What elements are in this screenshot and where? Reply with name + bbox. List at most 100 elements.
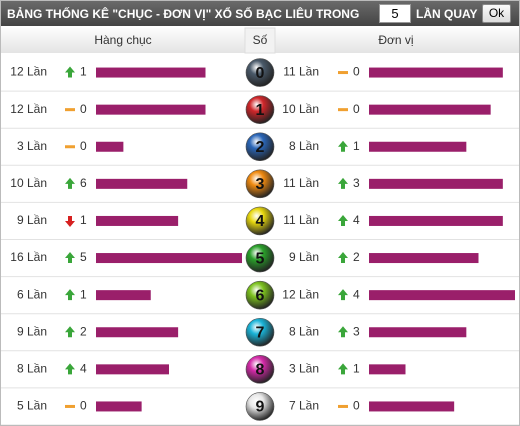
delta: 1: [80, 213, 87, 227]
count-bar: [96, 401, 142, 412]
count-bar: [369, 67, 503, 78]
delta: 0: [80, 139, 87, 153]
delta: 4: [353, 287, 360, 301]
digit-ball: [245, 243, 275, 273]
count-bar: [369, 290, 515, 301]
count-bar: [369, 327, 467, 338]
trend-flat: [338, 71, 348, 75]
digit: 3: [256, 176, 265, 193]
trend-up: [65, 177, 75, 189]
count-bar: [369, 215, 503, 226]
delta: 0: [353, 102, 360, 116]
digit-ball: [245, 169, 275, 199]
count-label: 9 Lần: [289, 250, 319, 264]
digit: 4: [256, 213, 265, 230]
tens-header: Hàng chục: [94, 33, 151, 47]
trend-up: [338, 289, 348, 301]
count-label: 11 Lần: [283, 176, 319, 190]
delta: 2: [353, 250, 360, 264]
trend-down: [65, 215, 75, 227]
count-label: 8 Lần: [289, 139, 319, 153]
digit: 8: [256, 362, 265, 379]
count-bar: [96, 67, 206, 78]
delta: 0: [80, 102, 87, 116]
count-bar: [369, 401, 455, 412]
trend-flat: [65, 108, 75, 112]
count-bar: [369, 253, 479, 264]
trend-flat: [65, 404, 75, 408]
delta: 1: [80, 65, 87, 79]
count-label: 12 Lần: [282, 287, 319, 301]
count-bar: [369, 178, 503, 189]
trend-up: [338, 140, 348, 152]
count-bar: [96, 253, 242, 264]
count-label: 3 Lần: [289, 362, 319, 376]
count-bar: [369, 141, 467, 152]
count-label: 11 Lần: [283, 213, 319, 227]
title-suffix: LẦN QUAY: [416, 7, 478, 21]
count-label: 6 Lần: [17, 287, 47, 301]
trend-up: [338, 326, 348, 338]
digit-header-cell: [244, 27, 276, 54]
title: BẢNG THỐNG KÊ "CHỤC - ĐƠN VỊ" XỔ SỐ BẠC …: [7, 7, 360, 21]
digit-ball: [245, 355, 275, 384]
digit-ball: [245, 280, 275, 310]
count-label: 10 Lần: [10, 176, 47, 190]
count-bar: [96, 290, 151, 301]
trend-flat: [65, 145, 75, 149]
trend-up: [338, 363, 348, 375]
digit: 9: [256, 399, 265, 416]
header: BẢNG THỐNG KÊ "CHỤC - ĐƠN VỊ" XỔ SỐ BẠC …: [1, 1, 519, 26]
trend-up: [65, 326, 75, 338]
ok-button[interactable]: Ok: [482, 4, 511, 23]
count-bar: [96, 215, 179, 226]
delta: 0: [80, 399, 87, 413]
trend-up: [338, 177, 348, 189]
delta: 0: [353, 399, 360, 413]
count-label: 8 Lần: [17, 362, 47, 376]
digit: 0: [256, 65, 265, 82]
delta: 1: [353, 362, 360, 376]
digit: 2: [256, 139, 265, 156]
count-label: 5 Lần: [17, 399, 47, 413]
digit-header: Số: [253, 33, 268, 47]
trend-up: [338, 252, 348, 264]
draw-count-input[interactable]: 5: [379, 4, 411, 23]
trend-up: [65, 66, 75, 78]
delta: 0: [353, 65, 360, 79]
delta: 3: [353, 324, 360, 338]
digit: 6: [256, 287, 265, 304]
trend-up: [338, 214, 348, 226]
delta: 6: [80, 176, 87, 190]
count-label: 3 Lần: [17, 139, 47, 153]
delta: 2: [80, 324, 87, 338]
count-bar: [96, 327, 179, 338]
digit: 5: [256, 250, 265, 267]
table: Hàng chục Số Đơn vị 12 Lần 1 0 11 Lần 0 12 Lầ…: [1, 27, 519, 425]
delta: 1: [353, 139, 360, 153]
digit-ball: [245, 317, 275, 347]
count-bar: [96, 364, 169, 375]
trend-up: [65, 289, 75, 301]
count-label: 11 Lần: [283, 65, 319, 79]
delta: 3: [353, 176, 360, 190]
count-label: 12 Lần: [10, 102, 47, 116]
delta: 1: [80, 287, 87, 301]
trend-up: [65, 252, 75, 264]
trend-flat: [338, 404, 348, 408]
digit: 7: [256, 324, 265, 341]
trend-up: [65, 363, 75, 375]
count-label: 16 Lần: [10, 250, 47, 264]
delta: 4: [80, 362, 87, 376]
count-bar: [369, 104, 491, 115]
count-bar: [96, 178, 188, 189]
count-label: 7 Lần: [289, 399, 319, 413]
count-label: 12 Lần: [10, 65, 47, 79]
count-label: 8 Lần: [289, 324, 319, 338]
digit-ball: [245, 58, 275, 87]
count-label: 10 Lần: [282, 102, 319, 116]
units-header: Đơn vị: [378, 33, 413, 47]
delta: 4: [353, 213, 360, 227]
delta: 5: [80, 250, 87, 264]
